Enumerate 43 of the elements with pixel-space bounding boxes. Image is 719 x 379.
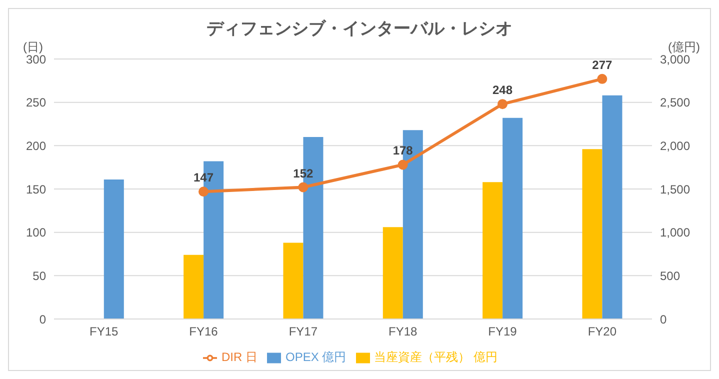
point [498, 99, 508, 110]
legend-label: OPEX 億円 [285, 350, 346, 364]
x-tick-label: FY17 [288, 324, 318, 339]
data-label: 152 [293, 166, 314, 180]
bar [482, 182, 503, 319]
point [398, 160, 408, 170]
y2-tick-label: 1,500 [660, 182, 690, 196]
legend-label: 当座資産（平残） 億円 [374, 350, 498, 364]
y2-axis-title: (億円) [668, 39, 700, 55]
y-tick-label: 300 [26, 52, 46, 66]
y-tick-label: 0 [39, 312, 46, 326]
y2-tick-label: 2,000 [660, 138, 690, 153]
x-tick-label: FY16 [189, 324, 218, 339]
bar [602, 95, 622, 319]
x-tick-label: FY19 [488, 324, 518, 339]
data-label: 147 [193, 170, 214, 185]
y-tick-label: 150 [26, 182, 46, 196]
y-tick-label: 200 [26, 138, 46, 153]
bar [184, 254, 204, 319]
y2-tick-label: 3,000 [660, 52, 690, 66]
y2-tick-label: 0 [660, 312, 667, 326]
point [597, 74, 608, 84]
y-tick-label: 100 [26, 226, 46, 240]
x-tick-label: FY15 [89, 324, 118, 339]
point [298, 182, 308, 192]
y-tick-label: 50 [32, 268, 46, 283]
y-tick-label: 250 [26, 96, 46, 110]
data-label: 277 [592, 58, 612, 72]
y-axis-title: (日) [23, 39, 43, 55]
y2-tick-label: 2,500 [660, 96, 690, 110]
bar [582, 149, 602, 319]
y2-tick-label: 500 [660, 268, 680, 283]
legend-label: DIR 日 [221, 350, 258, 364]
point [198, 186, 208, 197]
data-label: 248 [492, 83, 513, 98]
x-tick-label: FY18 [388, 324, 418, 339]
bar [502, 118, 523, 319]
bar [382, 227, 403, 319]
bar [104, 179, 124, 319]
y2-tick-label: 1,000 [660, 226, 690, 240]
x-tick-label: FY20 [588, 324, 617, 339]
chart-title: ディフェンシブ・インターバル・レシオ [206, 18, 514, 40]
bar [283, 242, 304, 319]
